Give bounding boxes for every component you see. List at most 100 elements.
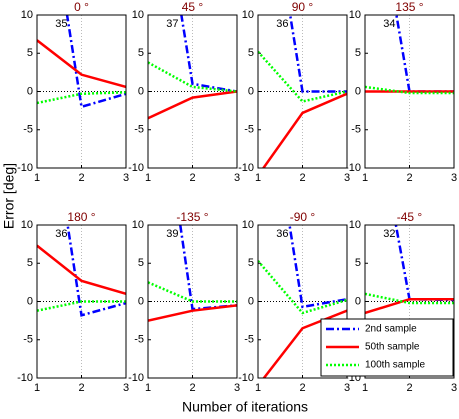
series-line (148, 90, 237, 120)
panel-title: -90 ° (290, 210, 316, 224)
y-tick-label: -10 (238, 372, 254, 384)
plot-frame (364, 14, 455, 169)
y-tick-label: 0 (355, 295, 361, 307)
series-line (37, 300, 126, 312)
series-line (258, 260, 347, 315)
y-tick-label: -5 (134, 124, 144, 136)
series-line (37, 244, 126, 296)
y-tick-label: 5 (27, 47, 33, 59)
x-tick-label: 3 (451, 172, 457, 184)
y-tick-label: 5 (248, 257, 254, 269)
y-tick-label: 10 (21, 9, 33, 21)
x-tick-label: 2 (189, 172, 195, 184)
y-tick-label: 10 (132, 9, 144, 21)
x-tick-label: 2 (299, 172, 305, 184)
y-tick-label: -5 (23, 334, 33, 346)
y-tick-label: 5 (138, 47, 144, 59)
series-line (148, 304, 237, 322)
panel-title: 180 ° (67, 210, 95, 224)
series-line (258, 50, 347, 103)
plot-frame (147, 224, 238, 379)
series-line (37, 91, 126, 105)
legend-label: 2nd sample (365, 324, 417, 335)
x-tick-label: 1 (145, 382, 151, 394)
x-tick-label: 1 (34, 172, 40, 184)
legend-label: 100th sample (365, 360, 425, 371)
x-tick-label: 1 (362, 172, 368, 184)
x-tick-label: 3 (344, 172, 350, 184)
y-tick-label: 0 (27, 85, 33, 97)
x-tick-label: 1 (255, 172, 261, 184)
data-label: 36 (276, 18, 288, 30)
y-tick-label: -5 (351, 124, 361, 136)
x-tick-label: 3 (123, 382, 129, 394)
y-tick-label: -10 (17, 372, 33, 384)
y-tick-label: 5 (355, 257, 361, 269)
y-tick-label: 10 (349, 219, 361, 231)
panel-title: 135 ° (395, 0, 423, 14)
x-tick-label: 2 (189, 382, 195, 394)
y-tick-label: -10 (128, 372, 144, 384)
plot-frame (36, 14, 127, 169)
x-axis-label: Number of iterations (182, 399, 308, 415)
series-line (37, 39, 126, 89)
x-tick-label: 2 (299, 382, 305, 394)
x-tick-label: 2 (406, 382, 412, 394)
panel-title: 45 ° (182, 0, 204, 14)
plot-frame (36, 224, 127, 379)
plot-frame (147, 14, 238, 169)
y-axis-label: Error [deg] (1, 163, 17, 229)
x-tick-label: 3 (234, 382, 240, 394)
data-label: 37 (166, 18, 178, 30)
plot-frame (257, 14, 348, 169)
y-tick-label: 0 (138, 295, 144, 307)
x-tick-label: 1 (145, 172, 151, 184)
y-tick-label: 10 (242, 9, 254, 21)
series-line (365, 292, 454, 305)
data-label: 36 (55, 228, 67, 240)
panel-title: 90 ° (292, 0, 314, 14)
data-label: 39 (166, 228, 178, 240)
x-tick-label: 2 (78, 382, 84, 394)
y-tick-label: -10 (128, 162, 144, 174)
series-line (148, 281, 237, 303)
series-line (288, 15, 347, 93)
y-tick-label: 10 (242, 219, 254, 231)
y-tick-label: -10 (345, 162, 361, 174)
x-tick-label: 3 (234, 172, 240, 184)
legend-label: 50th sample (365, 342, 420, 353)
x-tick-label: 1 (34, 382, 40, 394)
y-tick-label: 5 (355, 47, 361, 59)
x-tick-label: 2 (78, 172, 84, 184)
x-tick-label: 3 (344, 382, 350, 394)
data-label: 34 (383, 18, 395, 30)
plot-area (37, 15, 126, 168)
x-tick-label: 1 (362, 382, 368, 394)
plot-frame (257, 224, 348, 379)
y-tick-label: 0 (27, 295, 33, 307)
x-tick-label: 2 (406, 172, 412, 184)
y-tick-label: 0 (138, 85, 144, 97)
series-line (148, 61, 237, 93)
series-line (262, 309, 347, 378)
y-tick-label: 0 (248, 85, 254, 97)
series-line (365, 297, 454, 315)
panel-title: -135 ° (176, 210, 208, 224)
x-tick-label: 3 (451, 382, 457, 394)
y-tick-label: -5 (244, 334, 254, 346)
y-tick-label: -5 (244, 124, 254, 136)
x-tick-label: 3 (123, 172, 129, 184)
series-line (66, 225, 126, 317)
y-tick-label: -10 (17, 162, 33, 174)
y-tick-label: -5 (23, 124, 33, 136)
series-line (288, 225, 347, 309)
series-line (365, 85, 454, 95)
y-tick-label: 5 (27, 257, 33, 269)
y-tick-label: 10 (349, 9, 361, 21)
y-tick-label: 5 (138, 257, 144, 269)
panel-title: 0 ° (74, 0, 89, 14)
x-tick-label: 1 (255, 382, 261, 394)
y-tick-label: 0 (248, 295, 254, 307)
plot-frame (364, 224, 455, 379)
data-label: 32 (383, 228, 395, 240)
